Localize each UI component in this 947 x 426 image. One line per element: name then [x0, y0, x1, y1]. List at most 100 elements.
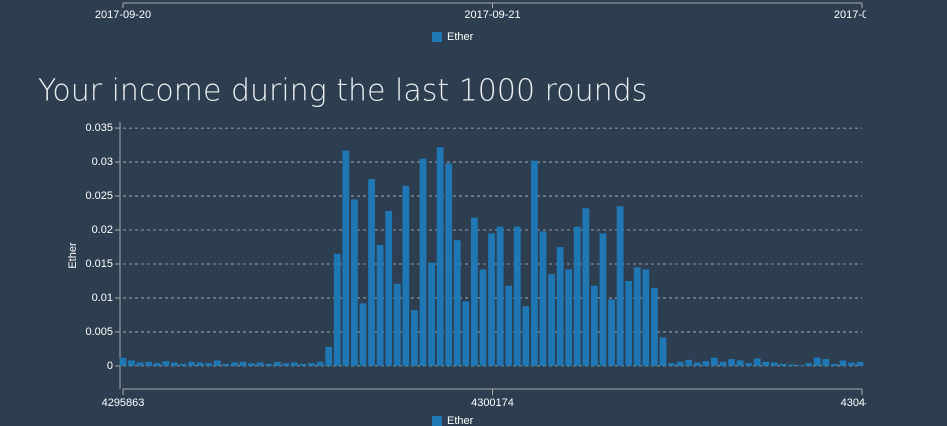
bar: [213, 360, 221, 366]
y-tick-label: 0: [107, 360, 113, 372]
bar: [582, 208, 590, 366]
bar: [368, 179, 375, 366]
bar: [128, 360, 135, 366]
bar: [462, 301, 470, 366]
charts: 2017-09-20 2017-09-21 2017-09-22 Ether 0 0.00…: [67, 2, 890, 426]
bar: [488, 233, 495, 366]
x-tick-label: 4304485: [841, 397, 884, 409]
bar: [471, 217, 478, 366]
bar: [788, 364, 795, 366]
y-tick-label: 0.02: [92, 224, 113, 236]
bar: [591, 285, 598, 366]
bar: [762, 361, 770, 366]
bar: [599, 233, 607, 366]
bar: [299, 363, 307, 366]
bar: [419, 158, 427, 366]
bar: [256, 362, 264, 366]
bar: [393, 283, 401, 366]
y-axis-label: Ether: [67, 242, 79, 269]
bar: [188, 361, 195, 366]
bar: [745, 363, 753, 366]
bar: [496, 226, 504, 366]
bar: [539, 231, 547, 366]
bar: [796, 365, 804, 366]
bar: [573, 226, 581, 366]
bar: [428, 262, 435, 366]
bar: [325, 346, 333, 366]
bar: [316, 361, 324, 366]
bar: [633, 267, 641, 366]
bar: [616, 206, 624, 366]
bar: [376, 244, 384, 366]
bar: [153, 363, 161, 366]
bar: [831, 363, 838, 366]
bar: [531, 160, 538, 366]
bar: [145, 361, 153, 366]
bar: [513, 226, 521, 366]
bar: [565, 269, 573, 366]
bar: [171, 362, 178, 366]
bar: [608, 299, 615, 366]
bar: [342, 150, 350, 366]
legend-label: Ether: [447, 31, 474, 43]
bar: [719, 361, 727, 366]
y-tick-label: 0.01: [92, 292, 113, 304]
bar: [693, 362, 701, 366]
bar: [291, 362, 298, 366]
bar: [685, 359, 693, 366]
bar: [196, 362, 204, 366]
y-tick-label: 0.03: [92, 156, 113, 168]
bar: [779, 363, 787, 366]
x-tick-label: 2017-09-21: [464, 9, 520, 21]
bar: [179, 363, 187, 366]
bar: [436, 147, 444, 366]
bar: [119, 357, 127, 366]
bar: [162, 361, 170, 366]
bar: [711, 357, 718, 366]
legend-swatch: [432, 416, 442, 426]
bar: [839, 360, 847, 366]
bar: [753, 358, 761, 366]
bar: [265, 363, 273, 366]
bar: [522, 306, 530, 366]
bar: [445, 163, 453, 366]
bar: [651, 287, 658, 366]
bar: [231, 362, 238, 366]
bar: [282, 363, 290, 366]
x-tick-label: 2017-09-20: [95, 9, 151, 21]
chart-title: Your income during the last 1000 rounds: [38, 74, 647, 109]
bar: [222, 363, 230, 366]
bar: [385, 211, 393, 366]
bar: [239, 361, 247, 366]
bar: [728, 359, 735, 366]
bar: [411, 310, 418, 366]
bar: [736, 360, 744, 366]
bar: [659, 337, 667, 366]
bar: [273, 361, 281, 366]
bar: [848, 362, 855, 366]
y-tick-label: 0.015: [85, 258, 113, 270]
bar: [642, 269, 650, 366]
bar: [771, 362, 778, 366]
bar: [248, 363, 255, 366]
bar: [702, 361, 710, 366]
bar: [676, 361, 684, 366]
bar: [333, 253, 341, 366]
legend-swatch: [432, 32, 442, 42]
bar: [136, 362, 144, 366]
bar: [308, 363, 315, 366]
bar: [822, 359, 830, 366]
bar: [813, 357, 821, 366]
bar: [359, 303, 367, 366]
bar: [668, 363, 675, 366]
bar: [402, 185, 410, 366]
x-tick-label: 2017-09-22: [834, 9, 890, 21]
bar: [453, 240, 461, 366]
y-tick-label: 0.025: [85, 190, 113, 202]
bar: [205, 363, 213, 366]
bar: [548, 274, 555, 366]
y-tick-label: 0.005: [85, 326, 113, 338]
bar: [805, 363, 813, 366]
bar: [479, 269, 487, 366]
